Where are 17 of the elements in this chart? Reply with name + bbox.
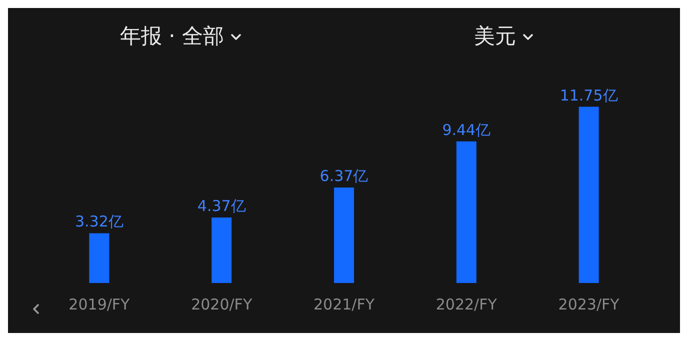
bar	[212, 217, 232, 283]
bar	[578, 106, 599, 283]
bar	[334, 187, 354, 283]
x-tick-label: 2020/FY	[191, 296, 253, 314]
data-label: 9.44亿	[442, 120, 491, 139]
data-label: 11.75亿	[560, 86, 618, 104]
x-tick-label: 2022/FY	[436, 296, 498, 314]
text: 年报 · 全部	[120, 23, 226, 50]
bar	[89, 233, 110, 283]
x-tick-label: 2023/FY	[558, 296, 620, 314]
data-label: 6.37亿	[320, 166, 368, 185]
data-label: 4.37亿	[197, 196, 246, 215]
x-tick-label: 2019/FY	[68, 296, 131, 314]
text: 美元	[474, 23, 517, 50]
bar	[456, 141, 476, 283]
x-tick-label: 2021/FY	[313, 296, 376, 314]
data-label: 3.32亿	[74, 212, 124, 231]
